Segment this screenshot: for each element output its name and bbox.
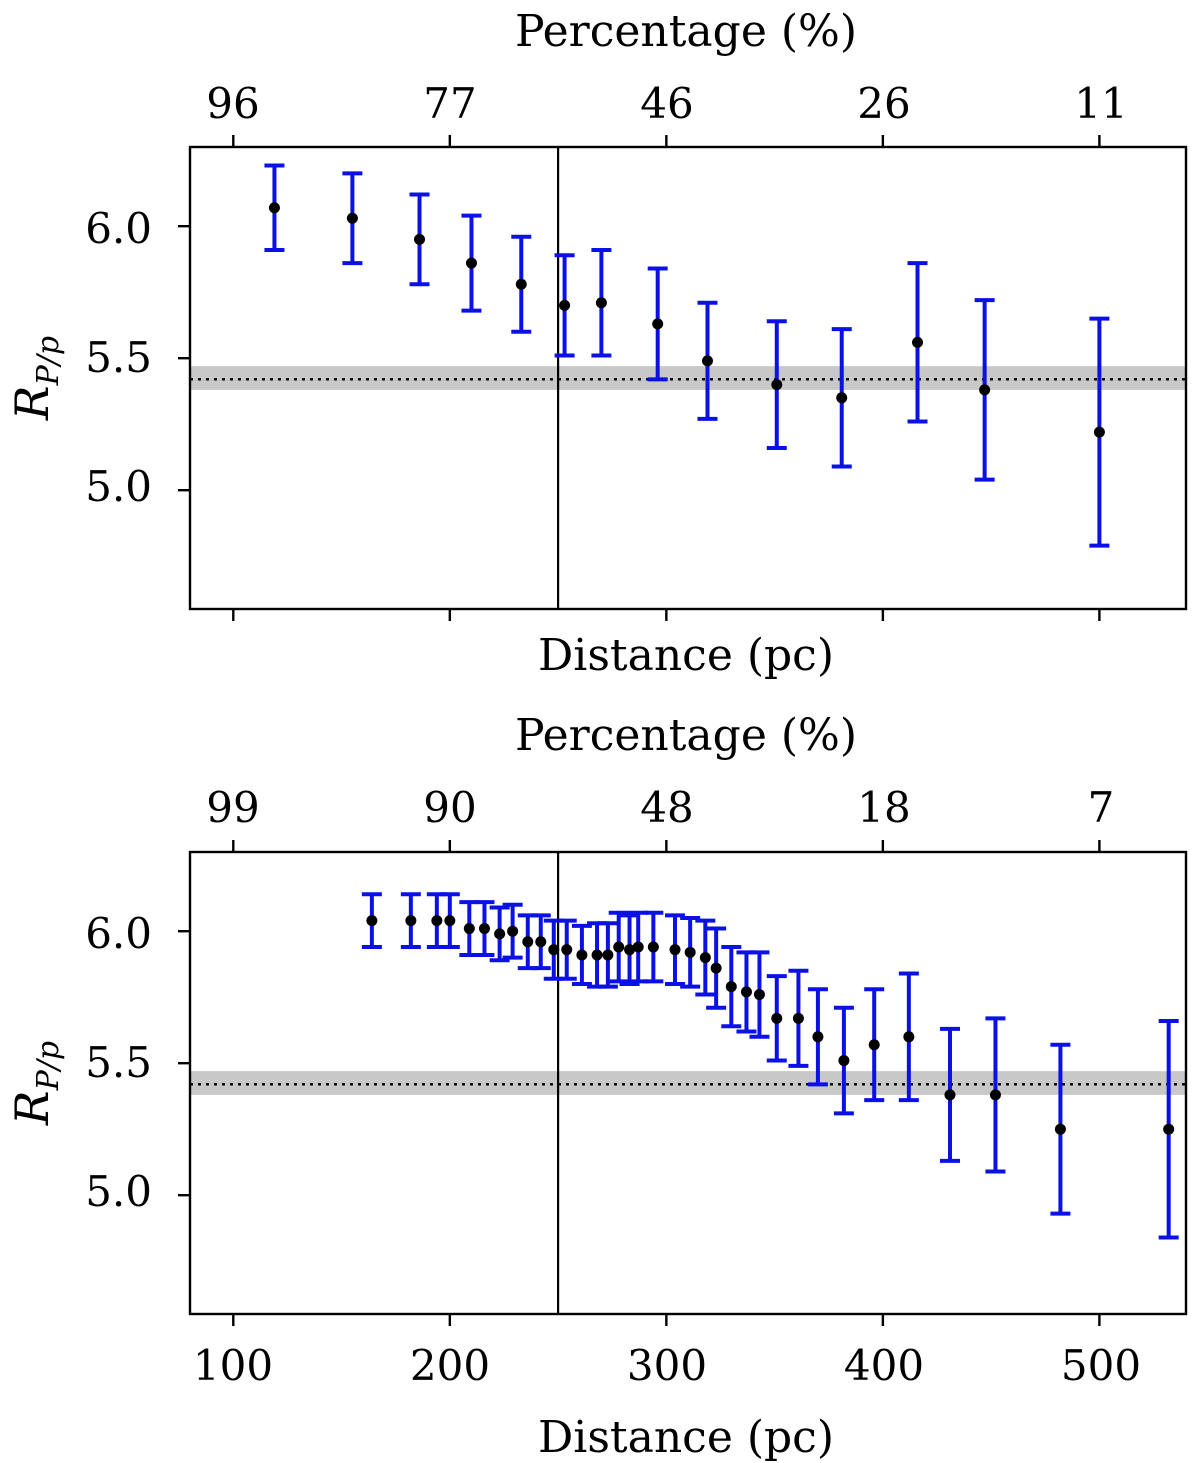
- data-point: [836, 392, 848, 404]
- reference-band: [190, 366, 1186, 390]
- data-point: [431, 915, 443, 927]
- y-tick-labels: 5.0 5.5 6.0: [85, 909, 152, 1216]
- data-point: [979, 384, 991, 396]
- data-point: [944, 1089, 956, 1101]
- y-axis-label-main: R: [5, 1090, 59, 1126]
- data-point: [346, 212, 358, 224]
- data-point: [494, 928, 506, 940]
- chart-panel-top: Percentage (%) 96 77 46 26 11 5.0 5.5 6.…: [5, 6, 1188, 681]
- x-axis-label: Distance (pc): [538, 630, 834, 681]
- x-tick-labels: 100 200 300 400 500: [193, 1341, 1141, 1390]
- data-point: [912, 336, 924, 348]
- data-point: [989, 1089, 1001, 1101]
- top-tick-label: 46: [640, 79, 693, 128]
- data-point: [771, 379, 783, 391]
- data-point: [812, 1031, 824, 1043]
- data-point: [771, 1012, 783, 1024]
- plot-frame: [188, 850, 1188, 1316]
- data-point: [710, 962, 722, 974]
- data-point: [465, 257, 477, 269]
- top-tick-label: 90: [423, 783, 476, 832]
- data-point: [268, 202, 280, 214]
- y-tick-label: 6.0: [85, 204, 152, 253]
- y-tick-labels: 5.0 5.5 6.0: [85, 204, 152, 511]
- data-point: [792, 1012, 804, 1024]
- plot-area: [178, 135, 1188, 621]
- y-axis-label-sub: P/p: [31, 336, 66, 387]
- data-point: [535, 936, 547, 948]
- axis-ticks: [178, 135, 1101, 621]
- data-point: [701, 355, 713, 367]
- top-tick-label: 77: [423, 79, 476, 128]
- data-series: [264, 163, 1110, 548]
- data-point: [559, 299, 571, 311]
- data-point: [669, 944, 681, 956]
- data-point: [613, 941, 625, 953]
- data-point: [753, 989, 765, 1001]
- data-point: [868, 1039, 880, 1051]
- data-point: [1163, 1123, 1175, 1135]
- data-point: [561, 944, 573, 956]
- top-tick-label: 18: [857, 783, 910, 832]
- y-tick-label: 5.0: [85, 462, 152, 511]
- data-point: [740, 986, 752, 998]
- top-tick-labels: 99 90 48 18 7: [206, 783, 1114, 832]
- x-tick-label: 100: [193, 1341, 273, 1390]
- data-point: [444, 915, 456, 927]
- reference-band: [190, 1071, 1186, 1095]
- data-point: [515, 278, 527, 290]
- x-tick-label: 300: [627, 1341, 707, 1390]
- data-point: [1093, 426, 1105, 438]
- top-tick-label: 11: [1074, 79, 1127, 128]
- data-point: [684, 946, 696, 958]
- x-tick-label: 400: [844, 1341, 924, 1390]
- top-tick-labels: 96 77 46 26 11: [206, 79, 1127, 128]
- data-point: [463, 923, 475, 935]
- x-axis-label: Distance (pc): [538, 1412, 834, 1463]
- data-point: [405, 915, 417, 927]
- data-point: [507, 925, 519, 937]
- data-point: [1054, 1123, 1066, 1135]
- data-point: [632, 941, 644, 953]
- y-tick-label: 5.5: [85, 1038, 152, 1087]
- top-tick-label: 7: [1088, 783, 1115, 832]
- y-axis-label: RP/p: [5, 336, 66, 421]
- top-tick-label: 99: [206, 783, 259, 832]
- data-point: [595, 297, 607, 309]
- top-axis-label: Percentage (%): [515, 710, 857, 761]
- data-point: [903, 1031, 915, 1043]
- data-point: [699, 952, 711, 964]
- data-point: [838, 1055, 850, 1067]
- data-point: [478, 923, 490, 935]
- data-point: [602, 949, 614, 961]
- data-point: [624, 944, 636, 956]
- plot-area: [178, 840, 1188, 1326]
- y-tick-label: 5.5: [85, 333, 152, 382]
- data-point: [414, 233, 426, 245]
- axis-ticks: [178, 840, 1101, 1326]
- data-point: [522, 936, 534, 948]
- top-tick-label: 26: [857, 79, 910, 128]
- y-axis-label-sub: P/p: [31, 1041, 66, 1092]
- data-point: [725, 981, 737, 993]
- x-tick-label: 200: [410, 1341, 490, 1390]
- data-series: [361, 892, 1179, 1240]
- data-point: [652, 318, 664, 330]
- data-point: [647, 941, 659, 953]
- data-point: [576, 949, 588, 961]
- x-tick-label: 500: [1061, 1341, 1141, 1390]
- y-tick-label: 6.0: [85, 909, 152, 958]
- data-point: [366, 915, 378, 927]
- y-axis-label-main: R: [5, 385, 59, 421]
- chart-panel-bottom: Percentage (%) 99 90 48 18 7 5.0 5.5 6.0…: [5, 710, 1188, 1463]
- y-tick-label: 5.0: [85, 1167, 152, 1216]
- top-axis-label: Percentage (%): [515, 6, 857, 57]
- top-tick-label: 48: [640, 783, 693, 832]
- y-axis-label: RP/p: [5, 1041, 66, 1126]
- top-tick-label: 96: [206, 79, 259, 128]
- data-point: [548, 944, 560, 956]
- data-point: [591, 949, 603, 961]
- plot-frame: [188, 145, 1188, 611]
